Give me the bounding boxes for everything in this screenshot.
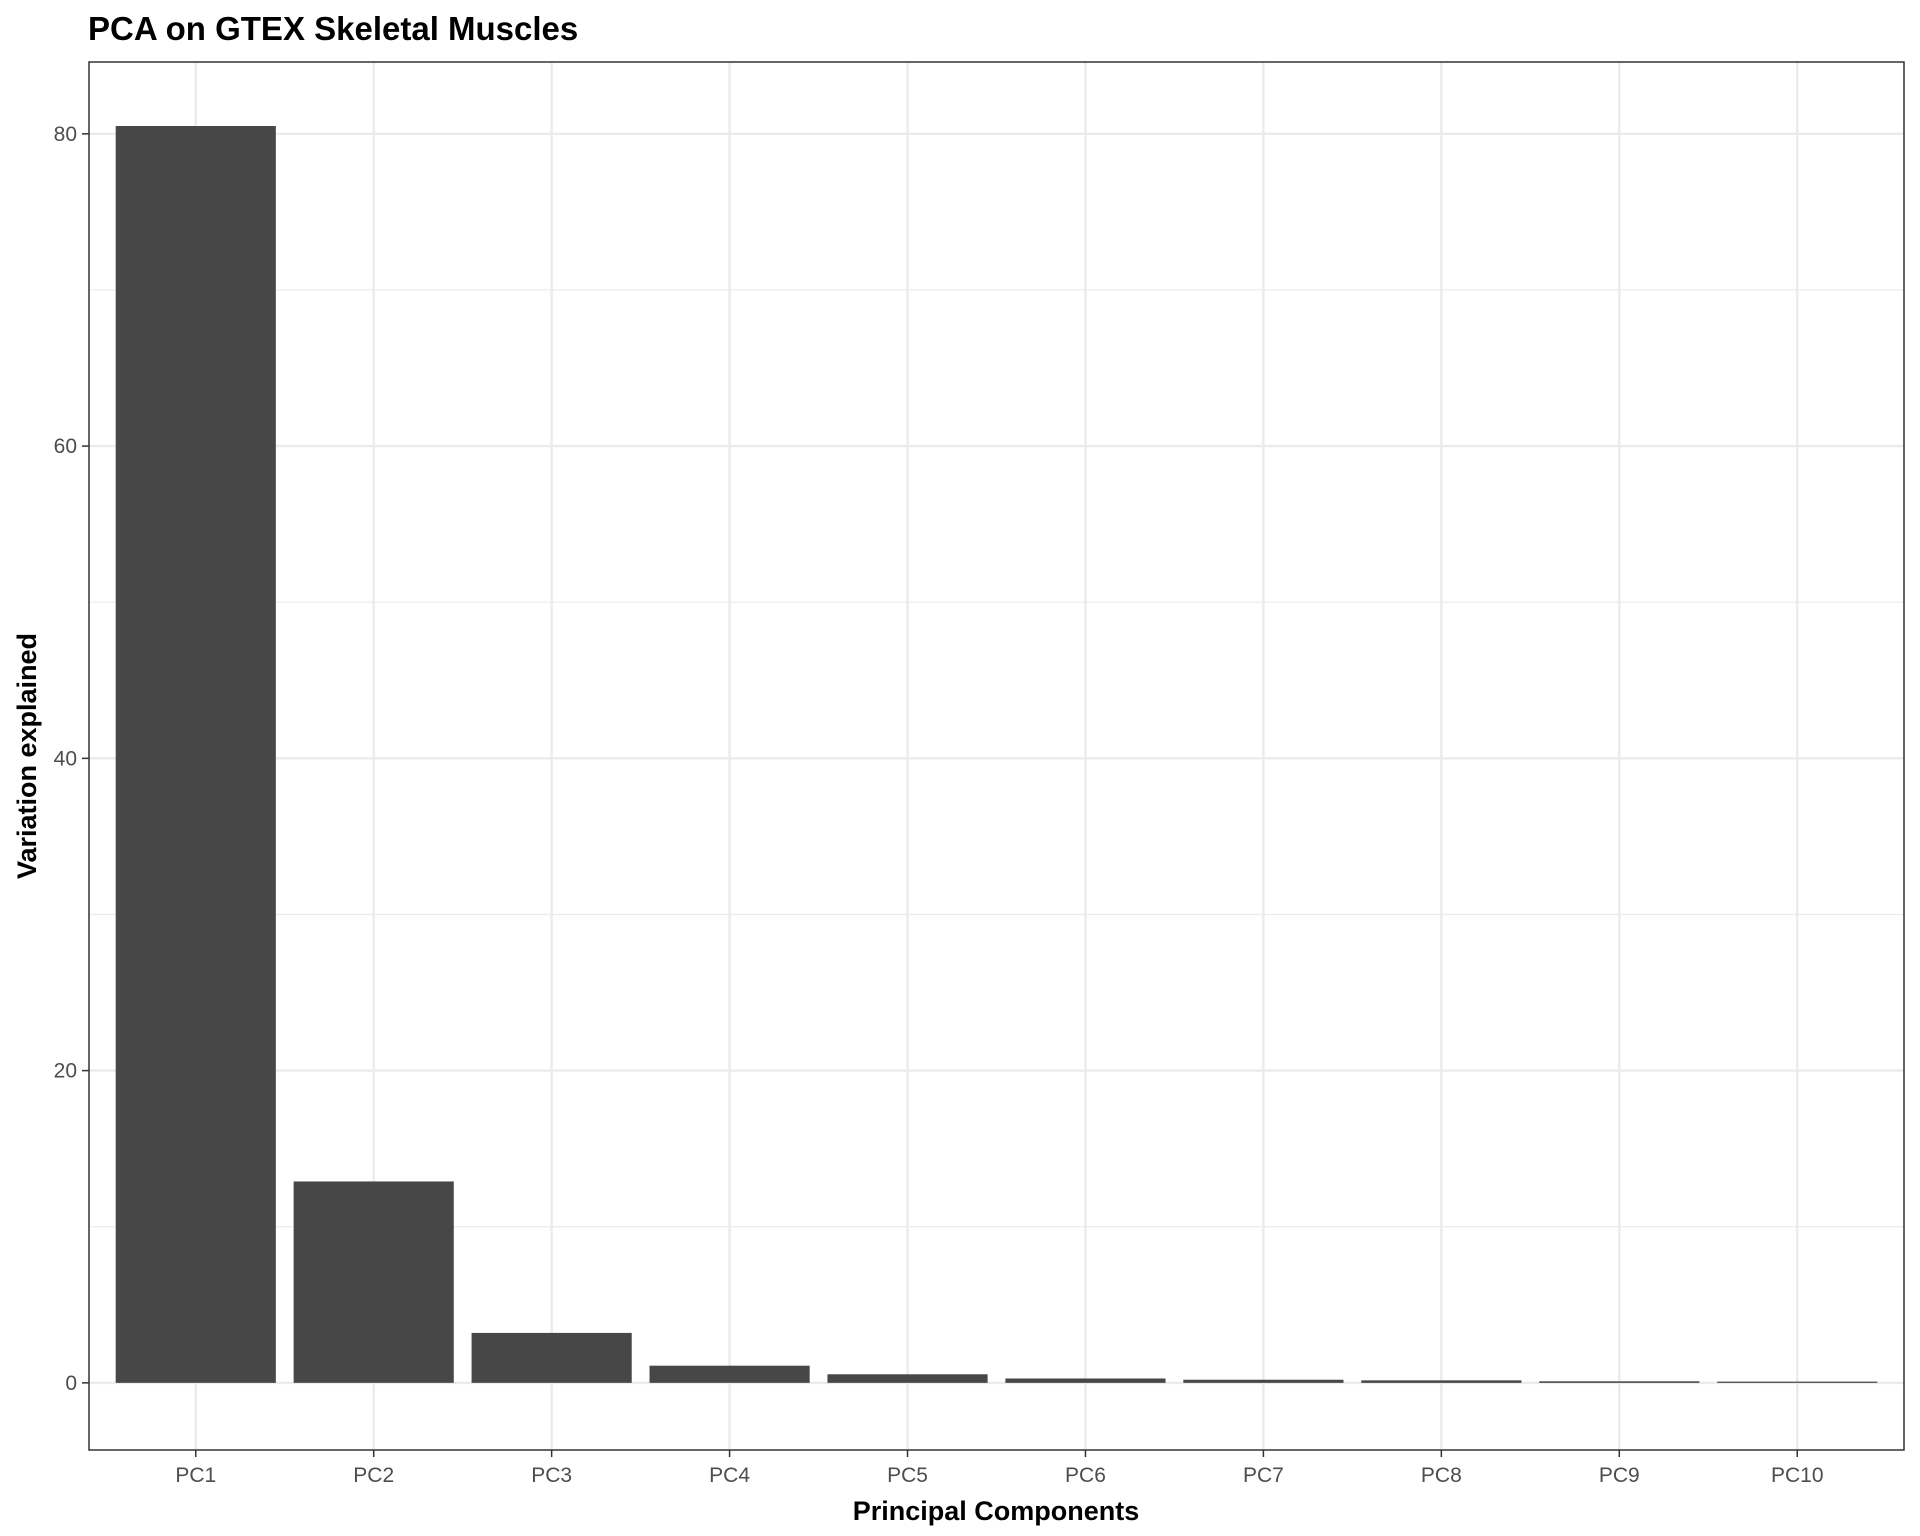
axes: 0 20 40 60 80 PC1 PC2 PC3 PC4 PC5 PC6 PC7 PC8 PC9 PC10 [54,123,1824,1487]
chart-title: PCA on GTEX Skeletal Muscles [88,10,578,47]
x-tick-label: PC1 [175,1464,216,1487]
y-tick-label: 0 [65,1372,77,1395]
x-tick-label: PC6 [1065,1464,1106,1487]
y-axis-title: Variation explained [12,633,42,879]
grid-lines [89,62,1904,1450]
bar-pc6 [1005,1378,1166,1383]
y-tick-label: 80 [54,123,77,146]
x-tick-label: PC5 [887,1464,928,1487]
bar-pc8 [1361,1380,1522,1383]
bars [115,126,1878,1383]
bar-pc10 [1717,1381,1878,1383]
bar-pc3 [471,1332,632,1383]
bar-pc7 [1183,1379,1344,1383]
x-axis-title: Principal Components [853,1496,1140,1526]
x-tick-label: PC4 [709,1464,750,1487]
x-tick-label: PC9 [1599,1464,1640,1487]
bar-pc4 [649,1365,810,1383]
y-tick-label: 20 [54,1060,77,1083]
x-tick-label: PC7 [1243,1464,1284,1487]
x-tick-label: PC2 [353,1464,394,1487]
y-tick-label: 60 [54,435,77,458]
x-tick-label: PC10 [1771,1464,1824,1487]
bar-pc2 [293,1181,454,1383]
y-tick-label: 40 [54,747,77,770]
bar-pc9 [1539,1381,1700,1383]
bar-pc1 [115,126,276,1383]
x-tick-label: PC8 [1421,1464,1462,1487]
panel-border [88,61,1905,1451]
x-tick-label: PC3 [531,1464,572,1487]
bar-pc5 [827,1374,988,1383]
